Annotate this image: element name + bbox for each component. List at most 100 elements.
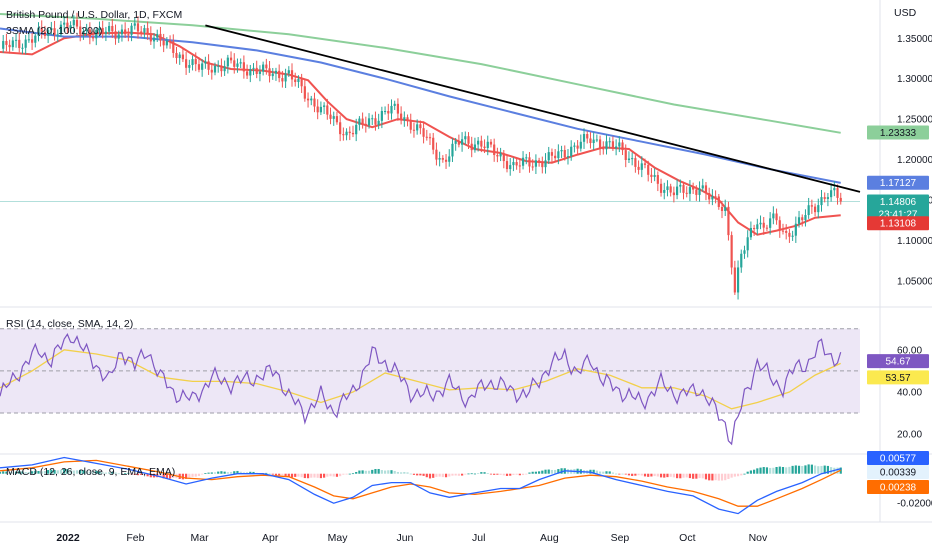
macd-histogram-bar [541,470,544,474]
date-tick-label: Sep [611,532,630,544]
candle-body [708,193,711,200]
macd-histogram-bar [387,470,390,474]
candle-body [294,79,297,83]
macd-histogram-bar [624,473,627,475]
candle-body [653,175,656,177]
candle-body [204,61,207,64]
macd-histogram-bar [704,473,708,480]
macd-histogram-bar [813,465,817,474]
macd-tick-label: -0.02000 [897,499,932,510]
candle-body [348,131,351,133]
date-tick-label: Jun [396,532,413,544]
candle-body [547,152,550,161]
macd-histogram-bar [711,473,714,481]
candle-body [101,27,104,34]
candle-body [720,206,724,211]
macd-histogram-bar [403,471,406,474]
rsi-ma-value-tag-text: 53.57 [885,373,910,384]
candle-body [168,40,172,42]
candle-body [714,196,717,198]
candle-body [534,160,537,167]
macd-histogram-bar [432,473,435,478]
candle-body [409,119,412,130]
candle-body [701,185,704,189]
candle-body [197,64,201,70]
candle-body [550,152,554,156]
macd-histogram-bar [675,473,679,479]
macd-histogram-bar [765,467,769,474]
candle-body [560,150,563,152]
macd-histogram-bar [191,473,194,477]
date-tick-label: Apr [262,532,279,544]
macd-histogram-bar [66,469,69,474]
candle-body [489,141,493,145]
rsi-study-label[interactable]: RSI (14, close, SMA, 14, 2) [6,318,134,330]
candle-body [217,65,220,67]
candle-body [233,60,236,67]
macd-histogram-bar [30,471,34,474]
macd-histogram-bar [483,472,486,474]
candle-body [319,106,322,113]
macd-histogram-bar [611,472,615,474]
macd-histogram-bar [197,473,201,476]
macd-partial-tag: 0.00577 [867,451,929,465]
candle-body [444,159,448,162]
candle-body [27,39,30,41]
candle-body [14,39,18,41]
price-pane[interactable] [0,12,861,300]
candle-body [499,153,502,157]
macd-histogram-bar [502,473,505,476]
macd-histogram-bar [294,473,297,477]
macd-histogram-bar [663,473,666,478]
macd-histogram-bar [213,472,217,474]
macd-histogram-bar [785,467,788,474]
candle-body [509,165,512,170]
candle-body [804,215,807,221]
candle-body [412,129,416,131]
macd-histogram-bar [627,473,631,476]
candle-body [428,137,432,139]
candle-body [82,31,85,35]
candle-body [685,192,688,194]
macd-histogram-bar [287,473,290,478]
sma20-value-tag: 1.13108 [867,216,929,231]
macd-study-label[interactable]: MACD (12, 26, close, 9, EMA, EMA) [6,466,176,478]
macd-pane[interactable] [0,456,842,515]
candle-body [675,186,679,196]
sma-line-sma-200 [0,13,841,134]
signal-value-tag-text: 0.00238 [880,483,917,494]
macd-histogram-bar [201,473,204,475]
candle-body [576,145,579,149]
macd-histogram-bar [631,473,634,476]
macd-histogram-bar [63,468,66,474]
candle-body [53,28,56,36]
candle-body [781,230,785,232]
candle-body [108,25,111,32]
sma-study-label[interactable]: 3SMA (20, 100, 200) [6,25,103,37]
date-tick-label: Nov [749,532,768,544]
candle-body [393,103,396,106]
macd-histogram-bar [390,470,393,474]
candle-body [656,175,659,184]
candle-body [647,164,650,175]
candle-body [740,253,743,268]
candle-body [467,136,470,144]
candle-body [326,105,329,115]
candle-body [515,162,518,166]
macd-histogram-bar [271,473,274,475]
candle-body [223,66,226,72]
candle-body [242,62,245,72]
candle-body [470,143,473,151]
macd-histogram-bar [117,473,120,475]
macd-histogram-bar [88,471,91,474]
candle-body [775,213,778,221]
candle-body [332,116,335,119]
rsi-pane[interactable] [0,328,860,446]
macd-histogram-bar [14,471,18,474]
chart-title[interactable]: British Pound / U.S. Dollar, 1D, FXCM [6,9,183,21]
macd-histogram-bar [24,472,27,474]
macd-line [0,456,841,515]
macd-histogram-bar [701,473,704,479]
